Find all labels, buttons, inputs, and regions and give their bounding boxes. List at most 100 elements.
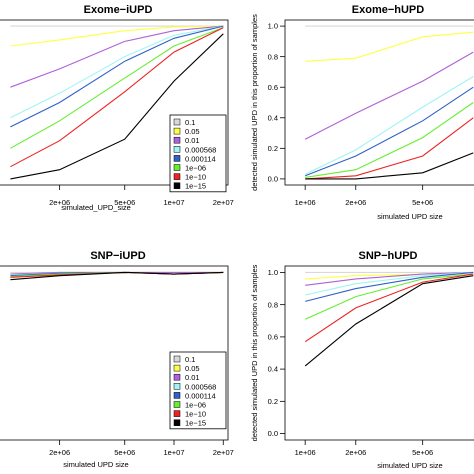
x-axis-label: simulated UPD size — [377, 212, 442, 221]
series-line-2 — [10, 25, 224, 47]
y-tick-label: 0.0 — [268, 174, 278, 183]
x-tick-label: 5e+06 — [114, 448, 135, 457]
legend-swatch — [173, 364, 181, 372]
legend: 0.10.050.010.0005680.0001141e−061e−101e−… — [169, 351, 227, 430]
y-tick-label: 0.2 — [268, 397, 278, 406]
legend-swatch — [173, 182, 181, 189]
series-line-5 — [305, 271, 474, 302]
y-axis-label: detected simulated UPD in this proportio… — [250, 264, 259, 441]
legend-label: 0.01 — [185, 373, 200, 382]
x-tick-label: 2e+06 — [345, 448, 366, 457]
series-line-5 — [10, 25, 224, 128]
x-axis-label: simulated_UPD_size — [61, 203, 131, 212]
legend-swatch — [173, 164, 181, 171]
legend-label: 0.1 — [185, 355, 195, 364]
legend-swatch — [173, 127, 181, 135]
y-tick-label: 0.0 — [268, 429, 278, 438]
legend-swatch — [173, 155, 181, 162]
series-line-8 — [10, 271, 224, 281]
y-tick-label: 0.8 — [268, 300, 278, 309]
series-line-3 — [305, 271, 474, 286]
y-axis-label: detected simulated UPD in this proportio… — [250, 14, 259, 191]
x-tick-label: 2e+06 — [49, 448, 70, 457]
legend-label: 1e−06 — [185, 401, 206, 410]
panel-2: Exome−hUPD 1e+06 2e+06 5e+06 0.0 0.2 0.4 0.6 0.8… — [250, 4, 474, 221]
legend-swatch — [173, 173, 181, 180]
x-axis-label: simulated UPD size — [63, 460, 128, 469]
series-line-4 — [305, 271, 474, 296]
series-lines — [304, 271, 474, 367]
y-tick-label: 1.0 — [268, 22, 278, 31]
legend-swatch — [173, 392, 181, 399]
series-line-4 — [10, 25, 224, 119]
x-tick-label: 5e+06 — [412, 448, 433, 457]
legend-label: 1e−10 — [185, 173, 206, 182]
legend: 0.10.050.010.0005680.0001141e−061e−101e−… — [169, 114, 227, 193]
legend-label: 0.000568 — [185, 382, 216, 391]
legend-label: 0.000114 — [185, 391, 216, 400]
series-line-5 — [304, 86, 474, 177]
legend-label: 0.1 — [185, 118, 195, 127]
legend-label: 1e−06 — [185, 164, 206, 173]
legend-label: 1e−15 — [185, 419, 206, 428]
legend-label: 0.000114 — [185, 154, 216, 163]
panel-1: Exome−iUPD 2e+06 5e+06 1e+07 2e+07 simulated_… — [0, 4, 234, 212]
y-tick-label: 1.0 — [268, 268, 278, 277]
x-tick-label: 2e+07 — [213, 198, 234, 207]
plot-frame — [284, 265, 474, 441]
legend-label: 1e−10 — [185, 410, 206, 419]
plot-frame — [0, 19, 229, 186]
x-tick-label: 1e+07 — [163, 198, 184, 207]
series-line-3 — [10, 25, 224, 88]
y-tick-label: 0.6 — [268, 332, 278, 341]
x-tick-label: 1e+06 — [295, 198, 316, 207]
panel-title: Exome−hUPD — [352, 4, 424, 16]
legend-swatch — [173, 383, 181, 390]
legend-swatch — [173, 118, 181, 126]
legend-swatch — [173, 355, 181, 363]
y-tick-label: 0.2 — [268, 144, 278, 153]
y-tick-label: 0.6 — [268, 83, 278, 92]
x-tick-label: 2e+07 — [213, 448, 234, 457]
x-tick-label: 5e+06 — [114, 198, 135, 207]
legend-label: 0.000568 — [185, 145, 216, 154]
panel-3: SNP−iUPD 2e+06 5e+06 1e+07 2e+07 simulated UP… — [0, 250, 234, 469]
series-lines — [10, 271, 224, 281]
series-line-2 — [305, 31, 474, 62]
series-lines — [10, 25, 224, 180]
series-line-7 — [304, 273, 474, 343]
series-line-6 — [10, 27, 224, 149]
panel-title: SNP−hUPD — [359, 250, 418, 262]
panel-title: Exome−iUPD — [84, 4, 153, 16]
series-line-7 — [305, 117, 474, 180]
series-line-6 — [304, 273, 474, 320]
legend-swatch — [173, 410, 181, 417]
x-axis-label: simulated UPD size — [377, 461, 442, 470]
legend-swatch — [173, 401, 181, 408]
x-tick-label: 2e+06 — [345, 198, 366, 207]
panel-4: SNP−hUPD 1e+06 2e+06 5e+06 0.0 0.2 0.4 0.6 0.8 1.… — [250, 250, 474, 470]
legend-label: 1e−15 — [185, 182, 206, 191]
series-line-3 — [304, 51, 474, 140]
y-tick-label: 0.8 — [268, 52, 278, 61]
legend-swatch — [173, 136, 181, 144]
x-tick-label: 1e+07 — [163, 448, 184, 457]
plot-frame — [0, 265, 229, 441]
y-tick-label: 0.4 — [268, 365, 278, 374]
legend-swatch — [173, 146, 181, 153]
x-tick-label: 1e+06 — [295, 448, 316, 457]
series-line-7 — [10, 27, 224, 168]
series-line-4 — [304, 76, 474, 175]
series-line-8 — [305, 152, 474, 180]
series-lines — [304, 25, 474, 180]
series-line-8 — [10, 33, 224, 180]
series-line-6 — [305, 102, 474, 178]
series-line-8 — [304, 275, 474, 367]
x-tick-label: 5e+06 — [412, 198, 433, 207]
plot-frame — [284, 19, 474, 186]
legend-label: 0.05 — [185, 127, 200, 136]
legend-label: 0.05 — [185, 364, 200, 373]
legend-swatch — [173, 419, 181, 426]
legend-swatch — [173, 373, 181, 381]
